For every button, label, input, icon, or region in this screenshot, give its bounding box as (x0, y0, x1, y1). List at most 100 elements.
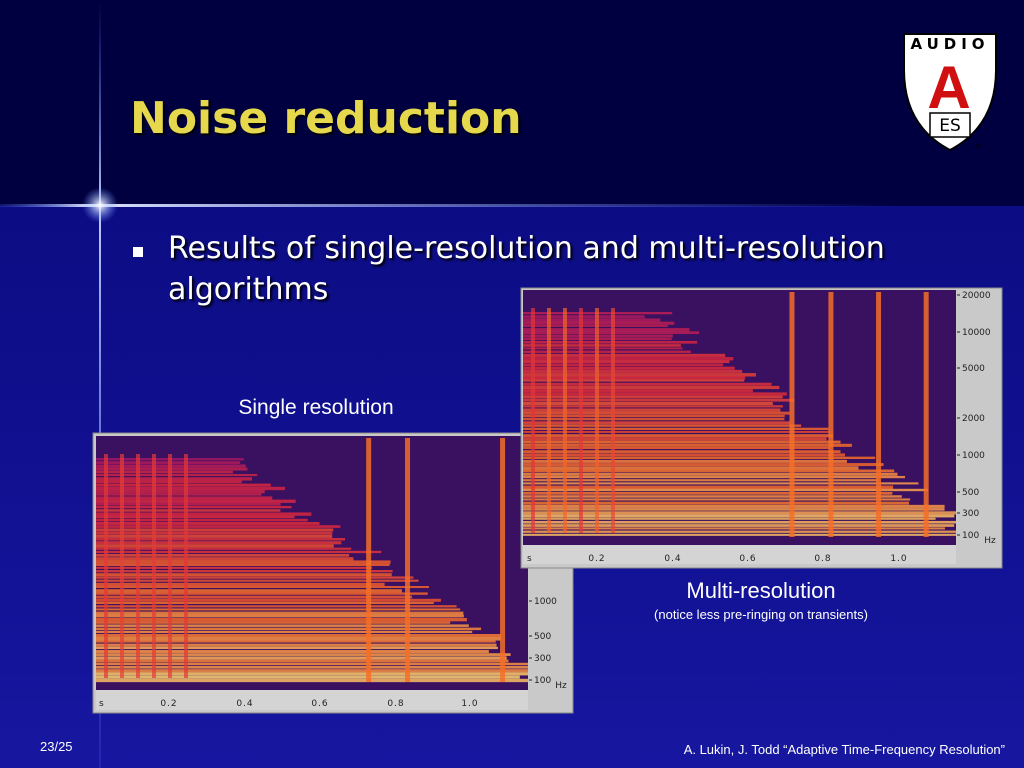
spectrogram-band (96, 538, 346, 541)
axis-unit: Hz (555, 681, 567, 691)
x-tick-label: 0.2 (588, 554, 605, 564)
x-tick-label: 0.6 (739, 554, 756, 564)
spectrogram-band (523, 463, 884, 467)
figures: s 0.2 0.4 0.6 0.8 1.0 1000 500 300 100 Hz s 0.2 0.4 0.… (92, 287, 1003, 714)
logo-top-text: AUDIO (910, 35, 989, 53)
spectrogram-band (96, 678, 528, 683)
spectrogram-band (523, 530, 956, 533)
spectrogram-band (96, 557, 354, 561)
spectrogram-band (523, 488, 928, 492)
spectrogram-band (96, 493, 262, 496)
spectrogram-band (96, 515, 295, 519)
spectrogram-band (523, 479, 880, 482)
spectrogram-band (96, 550, 382, 554)
spectrogram-band (523, 508, 945, 511)
y-tick-label: 20000 (962, 291, 991, 301)
spectrogram-band (96, 614, 464, 618)
spectrogram-band (96, 570, 393, 573)
spectrogram-band (96, 525, 341, 528)
spectrogram-band (523, 418, 785, 421)
figure-note: (notice less pre-ringing on transients) (654, 607, 868, 622)
onset-streak (120, 454, 124, 678)
spectrogram-band (523, 366, 735, 370)
spectrogram-band (523, 392, 787, 396)
spectrogram-band (96, 531, 333, 535)
logo-mark: A (927, 54, 970, 121)
transient (876, 292, 882, 537)
y-tick-label: 100 (962, 531, 979, 541)
spectrogram-band (523, 344, 681, 347)
spectrogram-band (96, 474, 258, 477)
spectrogram-band (96, 566, 373, 569)
spectrogram-band (523, 379, 745, 382)
deco-flare (82, 187, 118, 223)
onset-streak (184, 454, 188, 678)
spectrogram-band (523, 472, 898, 476)
transient (789, 292, 795, 537)
onset-streak (168, 454, 172, 678)
y-tick-label: 300 (962, 509, 979, 519)
spectrogram-band (96, 576, 414, 579)
spectrogram-band (523, 456, 876, 460)
spectrogram-band (523, 466, 859, 470)
spectrogram-band (96, 563, 390, 567)
x-axis-strip (96, 690, 528, 710)
transient (828, 292, 834, 537)
spectrogram-band (523, 347, 683, 350)
spectrogram-band (523, 398, 795, 402)
figure-caption: Single resolution (238, 396, 393, 419)
spectrogram-band (96, 611, 464, 616)
spectrogram-band (523, 475, 906, 479)
spectrogram-band (523, 315, 645, 319)
spectrogram-band (96, 483, 271, 487)
spectrogram-band (96, 650, 489, 653)
spectrogram-band (523, 373, 756, 377)
spectrogram-band (96, 592, 428, 595)
spectrogram-band (523, 434, 834, 438)
spectrogram-band (96, 646, 498, 650)
onset-streak (152, 454, 156, 678)
spectrogram-band (96, 672, 528, 676)
onset-streak (136, 454, 140, 678)
spectrogram-band (523, 498, 911, 501)
spectrogram-band (96, 502, 281, 506)
spectrogram-band (523, 427, 829, 430)
spectrogram-band (96, 627, 482, 631)
spectrogram-band (96, 637, 501, 641)
x-tick-label: 1.0 (890, 554, 907, 564)
spectrogram-band (523, 511, 956, 515)
spectrogram-band (523, 533, 956, 536)
spectrogram-band (96, 669, 528, 673)
spectrogram-band (96, 598, 441, 602)
spectrogram-band (96, 602, 434, 605)
spectrogram-band (96, 595, 413, 599)
onset-streak (611, 308, 615, 533)
spectrogram-band (96, 547, 352, 550)
spectrogram-band (96, 653, 511, 656)
onset-streak (531, 308, 535, 533)
transient (500, 438, 506, 682)
spectrogram-band (523, 353, 726, 357)
y-tick-label: 10000 (962, 328, 991, 338)
x-tick-label: s (527, 554, 533, 564)
spectrogram-band (96, 486, 286, 491)
spectrogram-band (96, 666, 528, 669)
spectrogram-band (523, 405, 783, 408)
y-tick-label: 300 (534, 654, 551, 664)
spectrogram-band (523, 520, 956, 524)
transient (923, 292, 929, 537)
spectrogram-band (523, 395, 783, 399)
spectrogram-band (523, 328, 690, 332)
y-tick-label: 2000 (962, 414, 985, 424)
onset-streak (579, 308, 583, 533)
spectrogram-band (96, 573, 392, 577)
spectrogram-band (523, 357, 734, 361)
spectrogram-band (523, 504, 945, 508)
spectrogram-band (96, 656, 507, 660)
spectrogram-band (523, 318, 661, 322)
spectrogram-band (523, 485, 894, 489)
spectrogram-band (523, 363, 724, 367)
spectrogram-band (523, 421, 790, 425)
spectrogram-band (523, 459, 847, 463)
spectrogram-band (96, 554, 350, 557)
